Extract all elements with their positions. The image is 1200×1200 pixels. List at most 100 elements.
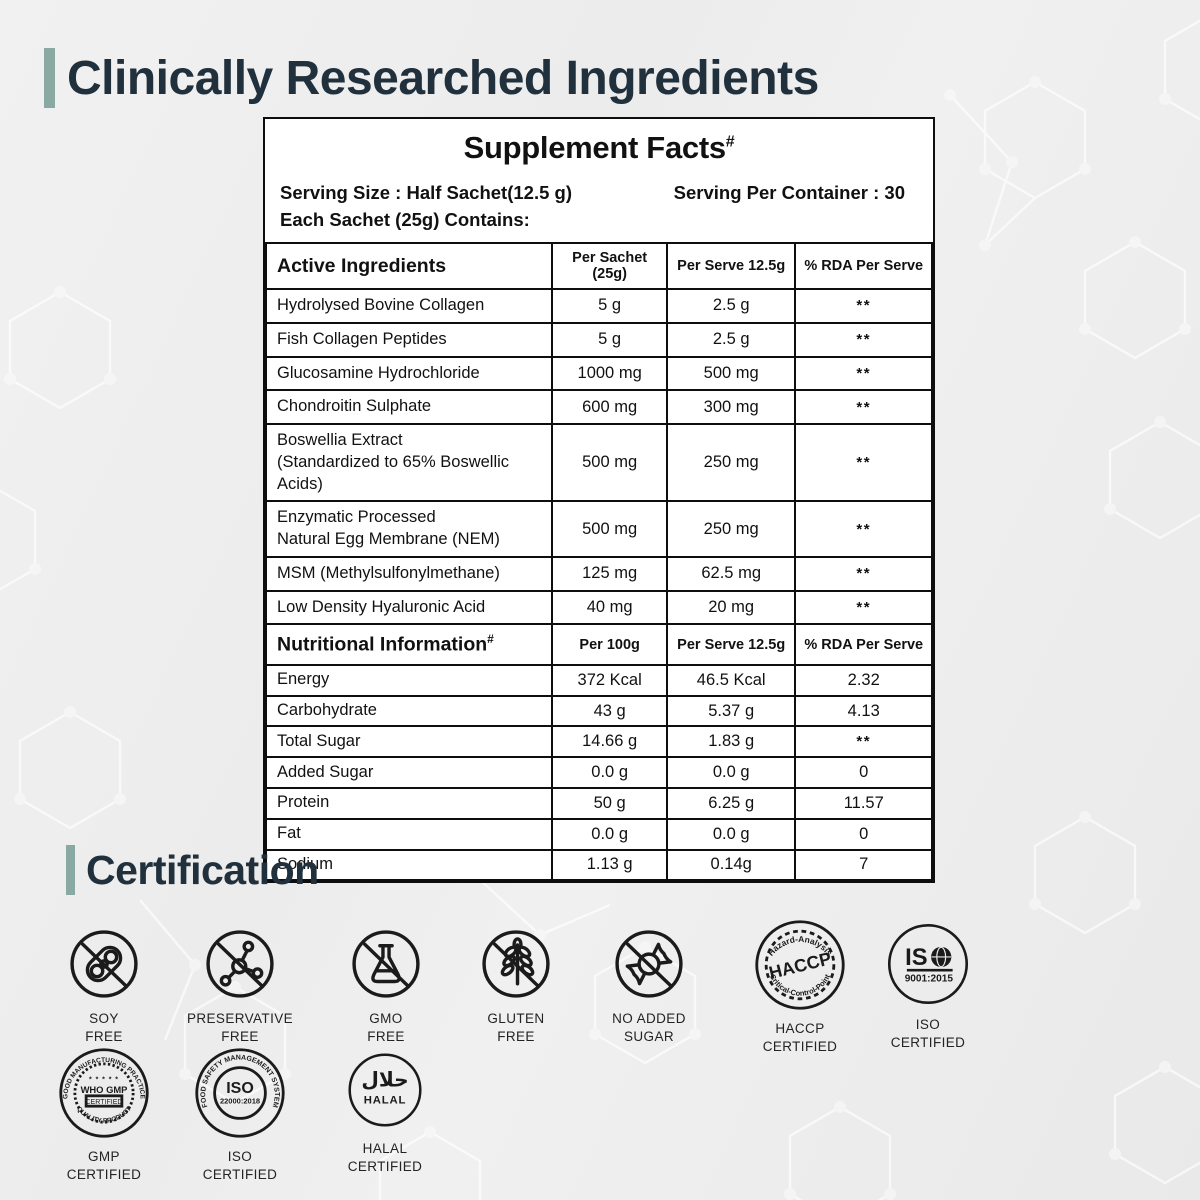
cert-no-added-sugar: NO ADDED SUGAR [574,926,724,1045]
per-100g-value: 43 g [551,694,668,728]
per-sachet-value: 1000 mg [551,355,668,392]
table-row: Chondroitin Sulphate 600 mg 300 mg ** [264,389,933,426]
table-row: Enzymatic Processed Natural Egg Membrane… [264,500,933,558]
rda-value: 2.32 [794,663,933,697]
gmp-certified-text: CERTIFIED [85,1099,122,1106]
per-serve-value: 300 mg [665,389,797,426]
cert-preservative-free: PRESERVATIVE FREE [165,926,315,1045]
gmp-ring-bottom-text: QUALITY PRODUCT [75,1106,133,1125]
main-heading: Clinically Researched Ingredients [44,48,819,108]
cert-label: GLUTEN FREE [487,1011,545,1044]
nutritional-information-header: Nutritional Information# [264,623,554,666]
per-serve-value: 62.5 mg [665,555,797,592]
table-row: Protein 50 g 6.25 g 11.57 [264,786,933,820]
table-row: Total Sugar 14.66 g 1.83 g ** [264,725,933,759]
facts-title-superscript: # [725,133,735,151]
per-serve-value: 250 mg [665,500,797,558]
rda-value: 11.57 [794,786,933,820]
per-serve-header: Per Serve 12.5g [665,623,797,666]
serving-row: Serving Size : Half Sachet(12.5 g) Servi… [265,172,933,204]
per-sachet-value: 5 g [551,321,668,358]
supplement-facts-panel: Supplement Facts# Serving Size : Half Sa… [263,117,935,884]
supplement-facts-table: Active Ingredients Per Sachet (25g) Per … [264,242,933,882]
nutrient-name: Total Sugar [264,725,554,759]
cert-label: GMO FREE [367,1011,405,1044]
gmo-free-icon [352,930,420,998]
per-serve-value: 20 mg [665,589,797,626]
gluten-free-icon [482,930,550,998]
ingredient-name: Hydrolysed Bovine Collagen [264,288,554,324]
halal-certified-icon: حلال HALAL [348,1053,422,1127]
cert-halal: حلال HALAL HALAL CERTIFIED [310,1048,460,1175]
ingredient-name: Fish Collagen Peptides [264,321,554,358]
rda-value: 7 [794,848,933,882]
cert-label: NO ADDED SUGAR [612,1011,686,1044]
ingredient-name: Boswellia Extract (Standardized to 65% B… [264,423,554,503]
rda-value: ** [794,555,933,592]
iso-text: IS [905,944,927,971]
halal-center-text: HALAL [364,1094,407,1106]
cert-label: PRESERVATIVE FREE [186,1011,294,1044]
table-row: Energy 372 Kcal 46.5 Kcal 2.32 [264,663,933,697]
no-added-sugar-icon [615,930,683,998]
rda-value: ** [794,355,933,392]
cert-gmp: GOOD MANUFACTURING PRACTICE * * * * * WH… [29,1046,179,1183]
page-title: Clinically Researched Ingredients [67,51,819,105]
ingredient-name: Glucosamine Hydrochloride [264,355,554,392]
per-sachet-value: 500 mg [551,423,668,503]
rda-value: ** [794,500,933,558]
table-row: Carbohydrate 43 g 5.37 g 4.13 [264,694,933,728]
iso-number-text: 9001:2015 [905,974,954,985]
rda-value: ** [794,288,933,324]
nutrition-header-text: Nutritional Information [277,633,488,656]
active-ingredients-header: Active Ingredients [264,242,554,290]
accent-bar [44,48,55,108]
per-serve-value: 2.5 g [665,288,797,324]
iso22000-center-text: ISO [226,1080,254,1097]
gmp-center-text: WHO GMP [81,1084,128,1095]
per-100g-value: 372 Kcal [551,663,668,697]
soy-free-icon [70,930,138,998]
per-100g-header: Per 100g [551,623,668,666]
per-serve-value: 46.5 Kcal [665,663,797,697]
iso22000-number-text: 22000:2018 [220,1096,260,1105]
haccp-certified-icon: Hazard-Analysis HACCP Critical-Control-P… [755,920,845,1010]
facts-title-text: Supplement Facts [463,130,727,165]
cert-label: ISO CERTIFIED [202,1149,278,1182]
rda-value: 4.13 [794,694,933,728]
per-serve-header: Per Serve 12.5g [665,242,797,290]
serving-size-label: Serving Size : Half Sachet(12.5 g) [280,182,572,203]
accent-bar [66,845,75,895]
nutrition-header-superscript: # [487,632,494,647]
cert-iso-9001: IS 9001:2015 ISO CERTIFIED [853,920,1003,1051]
nutrient-name: Energy [264,663,554,697]
nutrient-name: Carbohydrate [264,694,554,728]
ingredient-name: Low Density Hyaluronic Acid [264,589,554,626]
nutrient-name: Sodium [264,848,554,882]
per-100g-value: 50 g [551,786,668,820]
per-serve-value: 500 mg [665,355,797,392]
per-100g-value: 0.0 g [551,756,668,789]
certification-heading: Certification [66,845,319,895]
ingredient-name: Enzymatic Processed Natural Egg Membrane… [264,500,554,558]
table-row: Sodium 1.13 g 0.14g 7 [264,848,933,882]
rda-header: % RDA Per Serve [794,242,933,290]
per-serve-value: 5.37 g [665,694,797,728]
rda-value: ** [794,423,933,503]
cert-label: ISO CERTIFIED [890,1017,966,1050]
facts-title: Supplement Facts# [265,119,933,172]
preservative-free-icon [206,930,274,998]
rda-value: ** [794,725,933,759]
table-row: Fish Collagen Peptides 5 g 2.5 g ** [264,321,933,358]
table-row: Low Density Hyaluronic Acid 40 mg 20 mg … [264,589,933,626]
cert-gluten-free: GLUTEN FREE [441,926,591,1045]
serving-per-container-label: Serving Per Container : 30 [673,182,905,203]
rda-value: 0 [794,756,933,789]
contains-label: Each Sachet (25g) Contains: [280,209,530,230]
table-row: Added Sugar 0.0 g 0.0 g 0 [264,756,933,789]
halal-arabic-text: حلال [361,1068,408,1092]
rda-value: ** [794,389,933,426]
ingredient-name: MSM (Methylsulfonylmethane) [264,555,554,592]
gmp-stars: * * * * * [89,1077,119,1084]
